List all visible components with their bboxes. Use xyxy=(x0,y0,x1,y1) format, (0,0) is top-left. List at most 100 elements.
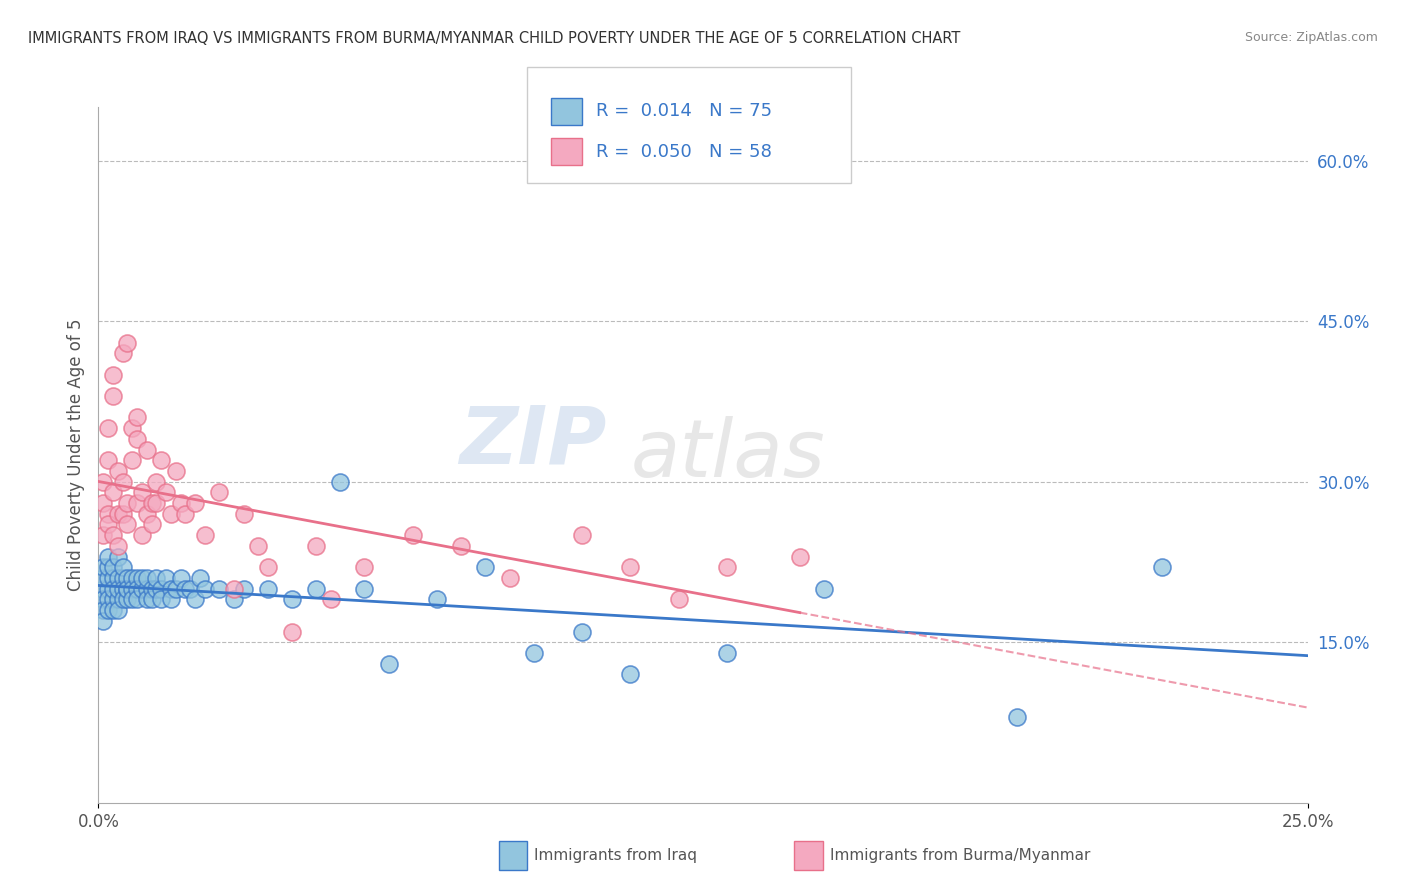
Text: Immigrants from Burma/Myanmar: Immigrants from Burma/Myanmar xyxy=(830,848,1090,863)
Point xyxy=(716,560,738,574)
Point xyxy=(232,582,254,596)
Text: IMMIGRANTS FROM IRAQ VS IMMIGRANTS FROM BURMA/MYANMAR CHILD POVERTY UNDER THE AG: IMMIGRANTS FROM IRAQ VS IMMIGRANTS FROM … xyxy=(28,31,960,46)
Point xyxy=(117,335,139,350)
Point xyxy=(101,560,124,574)
Point xyxy=(208,582,231,596)
Point xyxy=(91,614,114,628)
Point xyxy=(111,346,134,360)
Point xyxy=(121,421,143,435)
Point xyxy=(121,592,143,607)
Point xyxy=(165,582,187,596)
Point xyxy=(194,582,217,596)
Point xyxy=(107,507,129,521)
Point xyxy=(91,496,114,510)
Point xyxy=(305,582,328,596)
Point xyxy=(716,646,738,660)
Text: R =  0.014   N = 75: R = 0.014 N = 75 xyxy=(596,103,772,120)
Point xyxy=(91,560,114,574)
Point xyxy=(117,582,139,596)
Point xyxy=(571,624,593,639)
Point xyxy=(91,582,114,596)
Point xyxy=(97,592,120,607)
Point xyxy=(111,560,134,574)
Point xyxy=(121,453,143,467)
Point xyxy=(145,582,167,596)
Point xyxy=(208,485,231,500)
Point xyxy=(222,582,245,596)
Point xyxy=(169,571,191,585)
Text: atlas: atlas xyxy=(630,416,825,494)
Point xyxy=(319,592,342,607)
Point xyxy=(97,421,120,435)
Point xyxy=(179,582,201,596)
Point xyxy=(813,582,835,596)
Point xyxy=(127,571,149,585)
Point xyxy=(107,592,129,607)
Point xyxy=(160,507,183,521)
Point xyxy=(145,475,167,489)
Point xyxy=(145,571,167,585)
Point xyxy=(97,507,120,521)
Point xyxy=(91,592,114,607)
Point xyxy=(91,603,114,617)
Point xyxy=(121,571,143,585)
Point xyxy=(141,517,163,532)
Point xyxy=(188,571,211,585)
Point xyxy=(232,507,254,521)
Point xyxy=(101,592,124,607)
Point xyxy=(101,582,124,596)
Point xyxy=(150,582,173,596)
Point xyxy=(97,517,120,532)
Text: Immigrants from Iraq: Immigrants from Iraq xyxy=(534,848,697,863)
Point xyxy=(571,528,593,542)
Point xyxy=(101,528,124,542)
Point xyxy=(474,560,496,574)
Point xyxy=(91,528,114,542)
Y-axis label: Child Poverty Under the Age of 5: Child Poverty Under the Age of 5 xyxy=(66,318,84,591)
Point xyxy=(97,453,120,467)
Point xyxy=(141,496,163,510)
Point xyxy=(107,549,129,564)
Point xyxy=(127,582,149,596)
Point xyxy=(127,410,149,425)
Point xyxy=(619,560,641,574)
Point xyxy=(135,582,157,596)
Point xyxy=(160,592,183,607)
Point xyxy=(117,517,139,532)
Point xyxy=(165,464,187,478)
Point xyxy=(160,582,183,596)
Point xyxy=(117,592,139,607)
Point xyxy=(256,582,278,596)
Point xyxy=(174,507,197,521)
Point xyxy=(305,539,328,553)
Point xyxy=(135,507,157,521)
Point xyxy=(97,582,120,596)
Point xyxy=(107,582,129,596)
Point xyxy=(377,657,399,671)
Point xyxy=(117,582,139,596)
Point xyxy=(127,432,149,446)
Text: Source: ZipAtlas.com: Source: ZipAtlas.com xyxy=(1244,31,1378,45)
Point xyxy=(111,582,134,596)
Point xyxy=(131,571,153,585)
Point xyxy=(353,560,375,574)
Point xyxy=(155,485,177,500)
Point xyxy=(135,592,157,607)
Point xyxy=(145,496,167,510)
Point xyxy=(329,475,352,489)
Point xyxy=(184,496,207,510)
Point xyxy=(194,528,217,542)
Point xyxy=(281,624,304,639)
Point xyxy=(135,571,157,585)
Point xyxy=(619,667,641,681)
Point xyxy=(107,464,129,478)
Point xyxy=(169,496,191,510)
Point xyxy=(131,485,153,500)
Text: ZIP: ZIP xyxy=(458,402,606,480)
Point xyxy=(353,582,375,596)
Point xyxy=(97,571,120,585)
Point xyxy=(150,592,173,607)
Point xyxy=(111,592,134,607)
Point xyxy=(117,496,139,510)
Point xyxy=(150,453,173,467)
